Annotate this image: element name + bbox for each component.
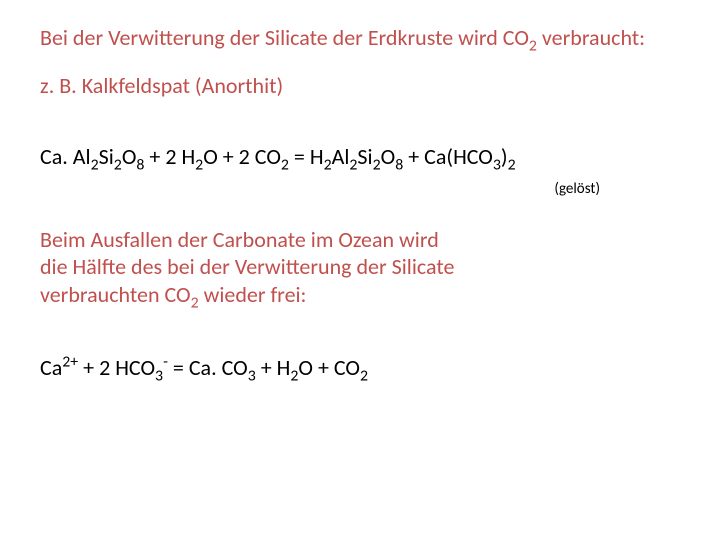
eq1-p3: O: [122, 143, 137, 170]
eq2-s1: 3: [155, 366, 163, 385]
subheading: z. B. Kalkfeldspat (Anorthit): [40, 72, 680, 99]
equation-2: Ca2+ + 2 HCO3- = Ca. CO3 + H2O + CO2: [40, 354, 680, 381]
eq1-s4: 2: [195, 155, 203, 174]
para-line1: Beim Ausfallen der Carbonate im Ozean wi…: [40, 226, 439, 253]
paragraph: Beim Ausfallen der Carbonate im Ozean wi…: [40, 226, 560, 309]
eq2-p2: + 2 HCO: [78, 354, 155, 381]
heading-text-post: verbraucht:: [537, 24, 645, 51]
eq1-p4: + 2 H: [144, 143, 195, 170]
para-line2: die Hälfte des bei der Verwitterung der …: [40, 253, 454, 280]
eq1-p1: Ca. Al: [40, 143, 91, 170]
heading-text-pre: Bei der Verwitterung der Silicate der Er…: [40, 24, 529, 51]
equation-1: Ca. Al2Si2O8 + 2 H2O + 2 CO2 = H2Al2Si2O…: [40, 143, 680, 170]
eq1-p7: Al: [332, 143, 350, 170]
heading-sub: 2: [529, 36, 537, 55]
para-line3-sub: 2: [191, 293, 199, 312]
eq1-s10: 3: [493, 155, 501, 174]
eq2-p4: + H: [256, 354, 291, 381]
eq1-s1: 2: [91, 155, 99, 174]
eq1-p2: Si: [99, 143, 114, 170]
eq2-p1: Ca: [40, 354, 62, 381]
para-line3-pre: verbrauchten CO: [40, 281, 191, 308]
dissolved-note: (gelöst): [40, 180, 680, 198]
eq2-sup1: 2+: [62, 353, 78, 372]
eq1-s9: 8: [395, 155, 403, 174]
eq1-s6: 2: [324, 155, 332, 174]
eq1-s5: 2: [281, 155, 289, 174]
para-line3-post: wieder frei:: [199, 281, 307, 308]
eq2-p5: O + CO: [298, 354, 360, 381]
eq1-p9: O: [381, 143, 396, 170]
eq1-s11: 2: [508, 155, 516, 174]
eq1-p8: Si: [357, 143, 372, 170]
eq1-s2: 2: [114, 155, 122, 174]
eq1-p6: = H: [289, 143, 324, 170]
eq1-p10: + Ca(HCO: [403, 143, 493, 170]
eq2-p3: = Ca. CO: [168, 354, 248, 381]
eq2-s2: 3: [248, 366, 256, 385]
eq1-p11: ): [501, 143, 508, 170]
eq1-s8: 2: [373, 155, 381, 174]
eq2-s4: 2: [360, 366, 368, 385]
slide-container: Bei der Verwitterung der Silicate der Er…: [0, 0, 720, 540]
heading: Bei der Verwitterung der Silicate der Er…: [40, 24, 680, 52]
eq1-p5: O + 2 CO: [203, 143, 281, 170]
